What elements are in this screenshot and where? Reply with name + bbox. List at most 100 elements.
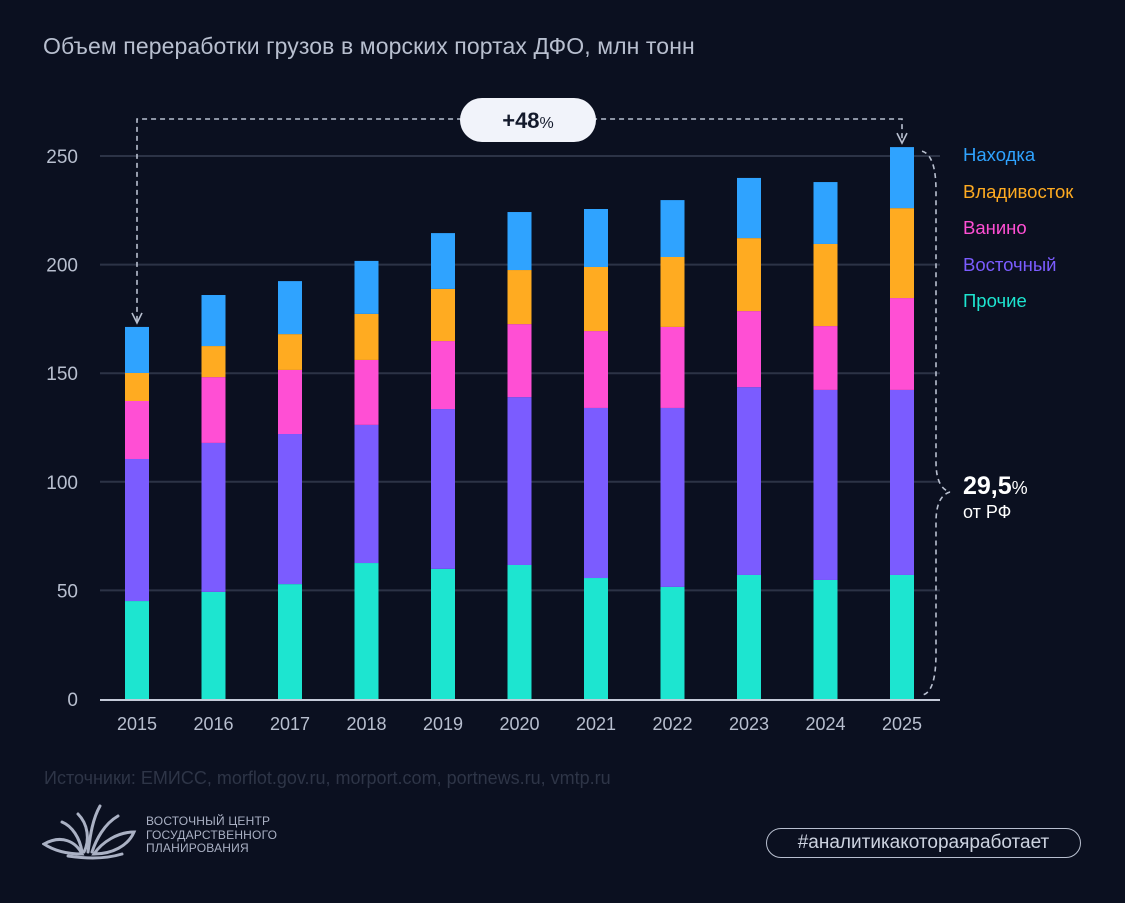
y-tick-label: 150 [46, 364, 78, 385]
bar-segment-Восточный [584, 407, 608, 579]
x-tick-label: 2019 [423, 714, 463, 734]
bar-segment-Находка [201, 295, 226, 347]
bar-segment-Находка [660, 200, 685, 257]
x-tick-label: 2021 [576, 714, 616, 734]
x-tick-label: 2022 [652, 714, 692, 734]
logo-line: ГОСУДАРСТВЕННОГО [146, 827, 278, 842]
brace-bottom [921, 491, 951, 696]
bar-segment-Восточный [813, 389, 838, 580]
share-unit: % [1011, 478, 1028, 498]
annotations: +48% [131, 98, 951, 696]
bar-segment-Ванино [354, 359, 379, 425]
bar-segment-Прочие [584, 578, 608, 699]
bar-segment-Прочие [278, 584, 302, 699]
bar-segment-Ванино [660, 326, 685, 408]
legend-item: Ванино [963, 217, 1027, 239]
bars [125, 147, 914, 699]
legend-item: Владивосток [963, 180, 1074, 202]
bar-segment-Восточный [737, 387, 761, 575]
bar-segment-Прочие [507, 564, 532, 699]
growth-badge [460, 98, 596, 142]
bar-segment-Находка [737, 177, 761, 239]
y-axis-ticks: 0 50 100 150 200 250 [46, 147, 78, 711]
bar-segment-Находка [584, 208, 608, 267]
bar-segment-Восточный [507, 397, 532, 565]
bar-segment-Находка [125, 326, 149, 373]
bar-segment-Находка [354, 260, 379, 314]
x-tick-label: 2016 [193, 714, 233, 734]
hashtag-badge[interactable]: #аналитикакотораяработает [766, 828, 1081, 858]
bar-segment-Находка [890, 147, 914, 209]
y-tick-label: 0 [67, 690, 78, 711]
bar-segment-Ванино [507, 324, 532, 398]
bar-segment-Владивосток [737, 238, 761, 312]
legend-item: Восточный [963, 253, 1057, 275]
bar-segment-Владивосток [431, 288, 455, 342]
x-tick-label: 2020 [499, 714, 539, 734]
bar-segment-Владивосток [278, 334, 302, 370]
bar-segment-Ванино [890, 298, 914, 390]
logo-line: ПЛАНИРОВАНИЯ [146, 841, 249, 855]
bar-segment-Владивосток [890, 208, 914, 299]
share-note: 29,5% от РФ [963, 472, 1028, 523]
arrow-down-icon [131, 312, 143, 325]
bar-segment-Ванино [813, 326, 838, 390]
logo-line: ВОСТОЧНЫЙ ЦЕНТР [146, 814, 271, 828]
y-tick-label: 250 [46, 147, 78, 168]
x-tick-label: 2024 [805, 714, 845, 734]
bar-segment-Восточный [278, 434, 302, 585]
bar-segment-Прочие [660, 586, 685, 699]
legend-item: Находка [963, 144, 1036, 165]
arrow-down-icon [896, 132, 908, 145]
x-tick-label: 2018 [346, 714, 386, 734]
legend: Находка Владивосток Ванино Восточный Прочие [963, 144, 1073, 327]
source-note: Источники: ЕМИСС, morflot.gov.ru, morpor… [44, 768, 611, 788]
bar-segment-Находка [813, 182, 838, 244]
logo-text: ВОСТОЧНЫЙ ЦЕНТР ГОСУДАРСТВЕННОГО ПЛАНИРО… [146, 814, 278, 856]
bar-segment-Владивосток [813, 243, 838, 327]
bar-segment-Находка [507, 212, 532, 271]
bar-segment-Прочие [890, 574, 914, 699]
chart-title: Объем переработки грузов в морских порта… [43, 33, 695, 59]
y-tick-label: 100 [46, 473, 78, 494]
bar-segment-Прочие [354, 563, 379, 699]
bar-segment-Восточный [201, 442, 226, 592]
x-tick-label: 2023 [729, 714, 769, 734]
bar-segment-Восточный [125, 458, 149, 602]
x-axis-ticks: 2015 2016 2017 2018 2019 2020 2021 2022 2023 2024… [117, 714, 922, 734]
bar-segment-Ванино [125, 401, 149, 459]
bar-segment-Ванино [278, 369, 302, 435]
bar-segment-Находка [278, 281, 302, 335]
bar-segment-Ванино [431, 341, 455, 410]
brace-top [921, 150, 951, 493]
bar-segment-Владивосток [354, 313, 379, 360]
bar-segment-Владивосток [125, 372, 149, 402]
lotus-logo-icon [42, 804, 137, 860]
x-tick-label: 2015 [117, 714, 157, 734]
x-tick-label: 2025 [882, 714, 922, 734]
share-value: 29,5 [963, 472, 1012, 500]
bar-segment-Владивосток [201, 346, 226, 378]
bar-segment-Владивосток [584, 266, 608, 332]
bar-segment-Находка [431, 233, 455, 289]
bar-segment-Восточный [431, 409, 455, 569]
bar-segment-Владивосток [507, 270, 532, 325]
share-label: от РФ [963, 502, 1012, 522]
y-tick-label: 200 [46, 256, 78, 277]
bar-segment-Ванино [201, 377, 226, 443]
x-tick-label: 2017 [270, 714, 310, 734]
bar-segment-Ванино [737, 311, 761, 388]
bar-segment-Ванино [584, 331, 608, 408]
bar-segment-Восточный [890, 389, 914, 575]
bar-segment-Восточный [354, 424, 379, 564]
bar-segment-Прочие [125, 601, 149, 699]
bar-segment-Прочие [813, 579, 838, 699]
bar-segment-Прочие [431, 568, 455, 699]
bar-segment-Владивосток [660, 256, 685, 327]
bar-segment-Восточный [660, 407, 685, 587]
legend-item: Прочие [963, 290, 1027, 312]
y-tick-label: 50 [57, 581, 78, 602]
bar-segment-Прочие [737, 574, 761, 699]
growth-badge-text: +48% [502, 108, 554, 133]
growth-connector [136, 118, 903, 321]
